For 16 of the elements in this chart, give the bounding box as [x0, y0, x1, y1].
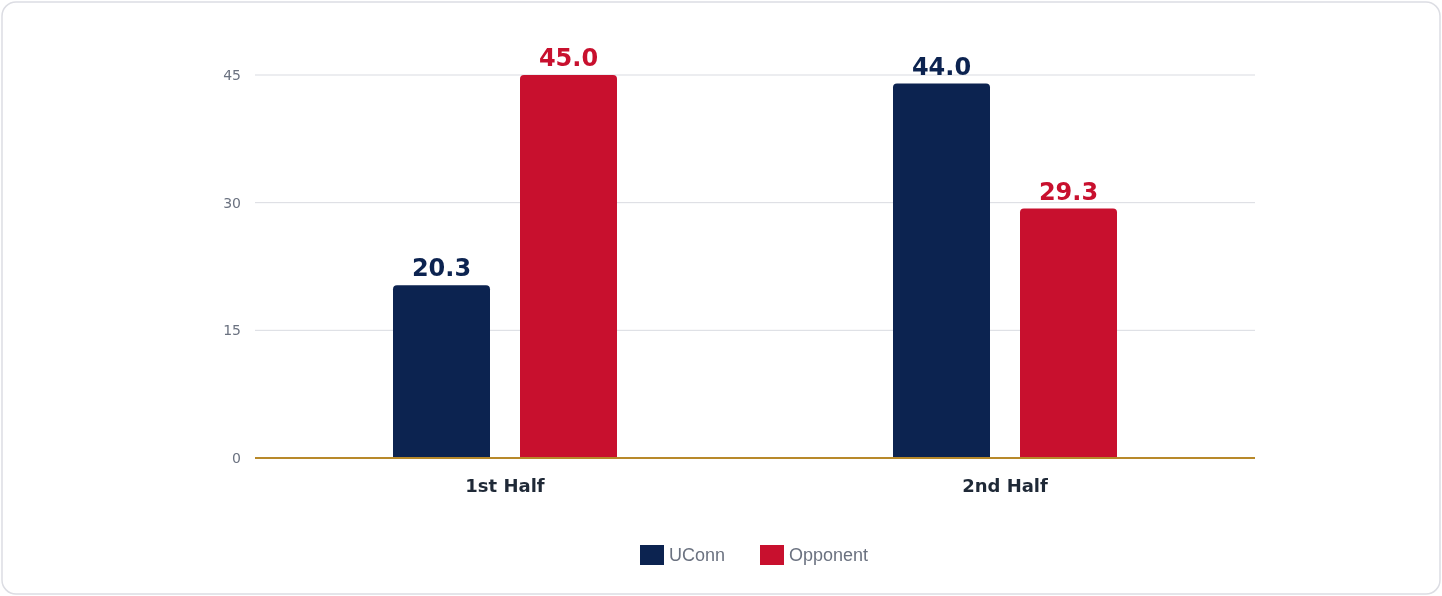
legend-label: UConn	[669, 545, 726, 565]
y-tick-label: 30	[223, 194, 241, 211]
bar	[393, 285, 490, 458]
bar	[520, 75, 617, 458]
data-label: 44.0	[911, 52, 972, 81]
data-label: 20.3	[411, 254, 472, 283]
bar	[893, 83, 990, 458]
x-tick-label: 2nd Half	[962, 475, 1049, 496]
x-tick-label: 1st Half	[465, 475, 545, 496]
y-tick-label: 0	[232, 450, 241, 466]
data-label: 45.0	[538, 44, 599, 72]
y-tick-label: 45	[223, 67, 241, 83]
data-label: 29.3	[1038, 177, 1099, 206]
legend-label: Opponent	[789, 545, 869, 565]
y-tick-label: 15	[223, 322, 241, 339]
bar	[1020, 208, 1117, 458]
